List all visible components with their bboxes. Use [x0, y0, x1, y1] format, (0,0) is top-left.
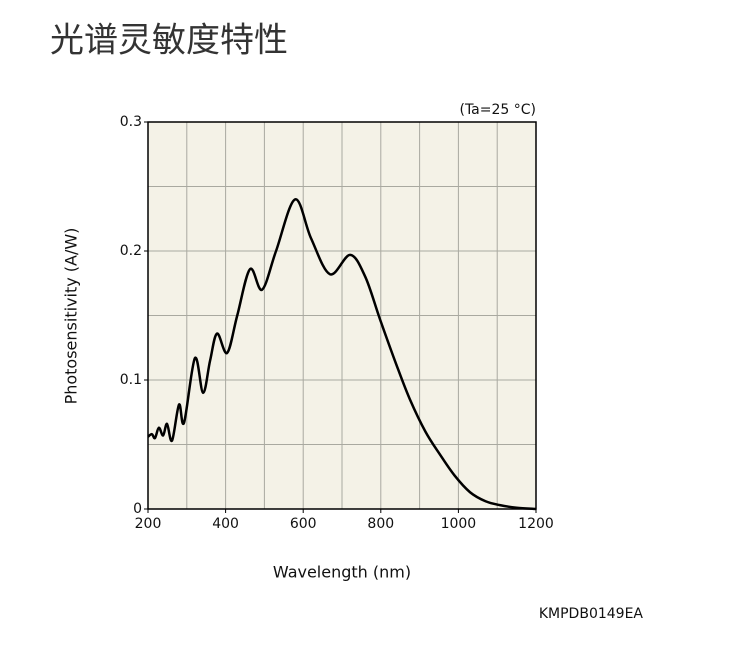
plot-frame — [147, 121, 537, 510]
x-tick-label: 800 — [367, 516, 394, 532]
x-tick-label: 600 — [290, 516, 317, 532]
x-axis-label: Wavelength (nm) — [273, 563, 411, 582]
x-tick-label: 1200 — [518, 516, 554, 532]
data-line — [147, 198, 537, 511]
x-tick-label: 200 — [135, 516, 162, 532]
chart-title: 光谱灵敏度特性 — [50, 21, 288, 61]
annotation: (Ta=25 °C) — [459, 102, 536, 118]
y-axis-label: Photosensitivity (A/W) — [62, 228, 81, 405]
x-tick-label: 400 — [212, 516, 239, 532]
y-tick-label: 0.2 — [120, 243, 142, 259]
footer: KMPDB0149EA — [539, 606, 644, 622]
x-tick-label: 1000 — [441, 516, 477, 532]
y-tick-label: 0.3 — [120, 114, 142, 130]
y-tick-label: 0.1 — [120, 372, 142, 388]
y-tick-label: 0 — [133, 501, 142, 517]
